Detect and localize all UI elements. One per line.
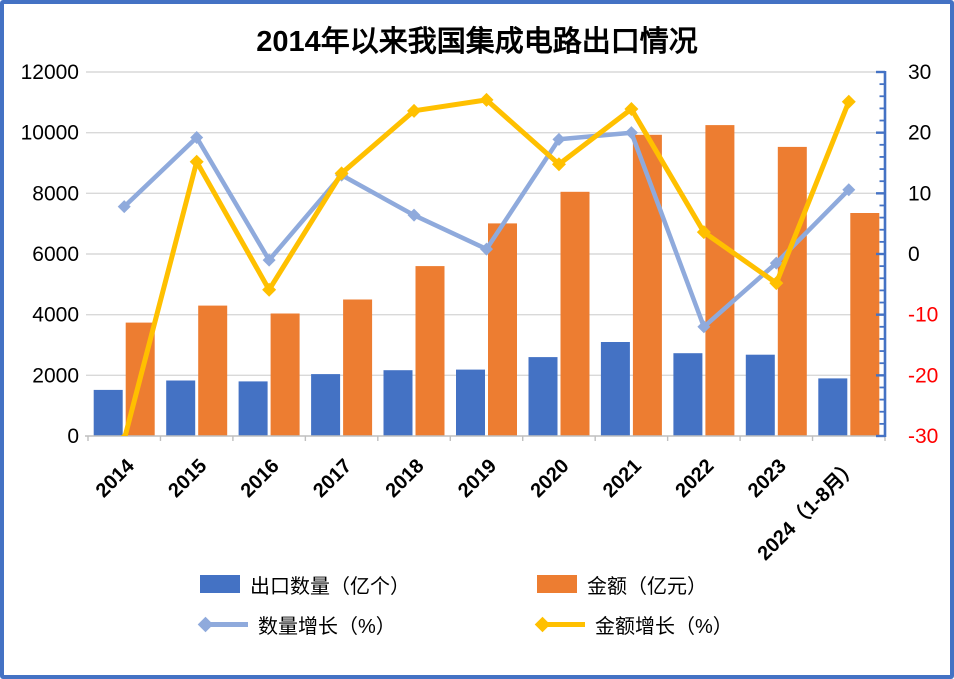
- point-quantity-growth-5: [480, 242, 493, 256]
- legend-label-amount: 金额（亿元）: [587, 575, 707, 598]
- point-quantity-growth-6: [552, 132, 566, 146]
- bar-series-amount: [125, 125, 880, 437]
- axis-right: [876, 70, 887, 438]
- point-amount-growth-10: [841, 94, 856, 109]
- bar-quantity-10: [818, 378, 848, 436]
- chart-legend: 出口数量（亿个） 金额（亿元） 数量增长（%） 金额增长（%）: [197, 564, 733, 644]
- point-quantity-growth-0: [117, 200, 131, 214]
- legend-diamond-icon-amount-growth: [534, 616, 551, 632]
- bar-quantity-9: [745, 354, 775, 436]
- point-amount-growth-2: [262, 282, 277, 297]
- label-category-5: 2019: [454, 455, 501, 502]
- label-right-axis--20: -20: [908, 364, 938, 387]
- label-right-axis--10: -10: [908, 304, 938, 327]
- point-amount-growth-6: [551, 157, 566, 172]
- bar-quantity-4: [383, 370, 413, 436]
- point-quantity-growth-7: [624, 126, 638, 140]
- bar-quantity-6: [528, 357, 558, 436]
- bar-series-quantity: [93, 342, 848, 436]
- legend-label-quantity-growth: 数量增长（%）: [258, 615, 396, 638]
- bar-quantity-3: [311, 374, 341, 436]
- bar-amount-2: [270, 313, 300, 436]
- label-left-axis-4000: 4000: [32, 304, 79, 327]
- bar-amount-8: [705, 125, 735, 436]
- label-right-axis-10: 10: [908, 182, 931, 205]
- line-series-amount-growth: [120, 92, 856, 436]
- legend-diamond-icon-quantity-growth: [197, 616, 214, 632]
- legend-item-amount-growth: 金额增长（%）: [534, 610, 733, 639]
- label-category-7: 2021: [599, 455, 646, 502]
- point-quantity-growth-2: [262, 253, 276, 267]
- legend-line-sample-quantity-growth: [197, 616, 248, 632]
- legend-line-sample-amount-growth: [534, 616, 585, 632]
- chart-title: 2014年以来我国集成电路出口情况: [256, 26, 698, 58]
- point-quantity-growth-1: [190, 131, 204, 145]
- bar-quantity-5: [456, 369, 485, 436]
- label-left-axis-8000: 8000: [32, 182, 79, 205]
- line-amount-growth: [122, 97, 852, 436]
- legend-label-amount-growth: 金额增长（%）: [595, 615, 733, 638]
- point-quantity-growth-10: [842, 183, 856, 197]
- label-right-axis--30: -30: [908, 425, 938, 448]
- label-right-axis-20: 20: [908, 122, 931, 145]
- point-quantity-growth-8: [697, 320, 711, 334]
- point-amount-growth-9: [769, 276, 784, 291]
- bar-amount-6: [560, 191, 590, 436]
- label-left-axis-2000: 2000: [32, 364, 79, 387]
- label-left-axis-10000: 10000: [21, 122, 79, 145]
- bar-quantity-2: [238, 381, 268, 436]
- bar-amount-7: [632, 134, 662, 437]
- bar-amount-4: [415, 266, 445, 436]
- bar-quantity-8: [673, 353, 703, 436]
- point-quantity-growth-9: [769, 256, 783, 270]
- bar-quantity-1: [166, 380, 196, 436]
- label-category-9: 2023: [744, 455, 791, 502]
- bar-amount-3: [343, 299, 373, 436]
- legend-line-amount-growth: [539, 621, 585, 627]
- legend-swatch-export-quantity: [200, 575, 240, 593]
- point-amount-growth-0: [120, 432, 128, 436]
- legend-item-quantity-growth: 数量增长（%）: [197, 610, 537, 639]
- label-right-axis-0: 0: [908, 243, 920, 266]
- bar-amount-9: [777, 146, 807, 436]
- point-amount-growth-4: [407, 103, 422, 118]
- label-category-0: 2014: [92, 454, 140, 502]
- label-category-4: 2018: [382, 455, 429, 502]
- label-category-1: 2015: [164, 455, 211, 502]
- legend-label-export-quantity: 出口数量（亿个）: [250, 575, 410, 598]
- point-amount-growth-8: [696, 225, 711, 240]
- bar-amount-10: [850, 213, 880, 436]
- point-amount-growth-7: [624, 102, 639, 117]
- label-category-2: 2016: [237, 455, 284, 502]
- bar-quantity-7: [600, 342, 630, 436]
- legend-swatch-amount: [537, 575, 577, 593]
- line-series-quantity-growth: [117, 126, 856, 334]
- legend-line-quantity-growth: [202, 621, 248, 627]
- label-category-8: 2022: [671, 455, 718, 502]
- point-quantity-growth-4: [407, 208, 421, 222]
- label-left-axis-12000: 12000: [21, 61, 79, 84]
- bar-amount-5: [488, 223, 517, 436]
- label-right-axis-30: 30: [908, 61, 931, 84]
- label-left-axis-0: 0: [67, 425, 79, 448]
- point-amount-growth-3: [334, 166, 349, 181]
- point-amount-growth-5: [479, 92, 494, 107]
- label-left-axis-6000: 6000: [32, 243, 79, 266]
- point-amount-growth-1: [189, 154, 204, 169]
- label-category-6: 2020: [527, 455, 574, 502]
- label-category-3: 2017: [309, 455, 356, 502]
- legend-item-amount: 金额（亿元）: [537, 570, 733, 599]
- bar-amount-1: [198, 305, 228, 436]
- bar-quantity-0: [93, 389, 123, 436]
- legend-item-export-quantity: 出口数量（亿个）: [200, 570, 537, 599]
